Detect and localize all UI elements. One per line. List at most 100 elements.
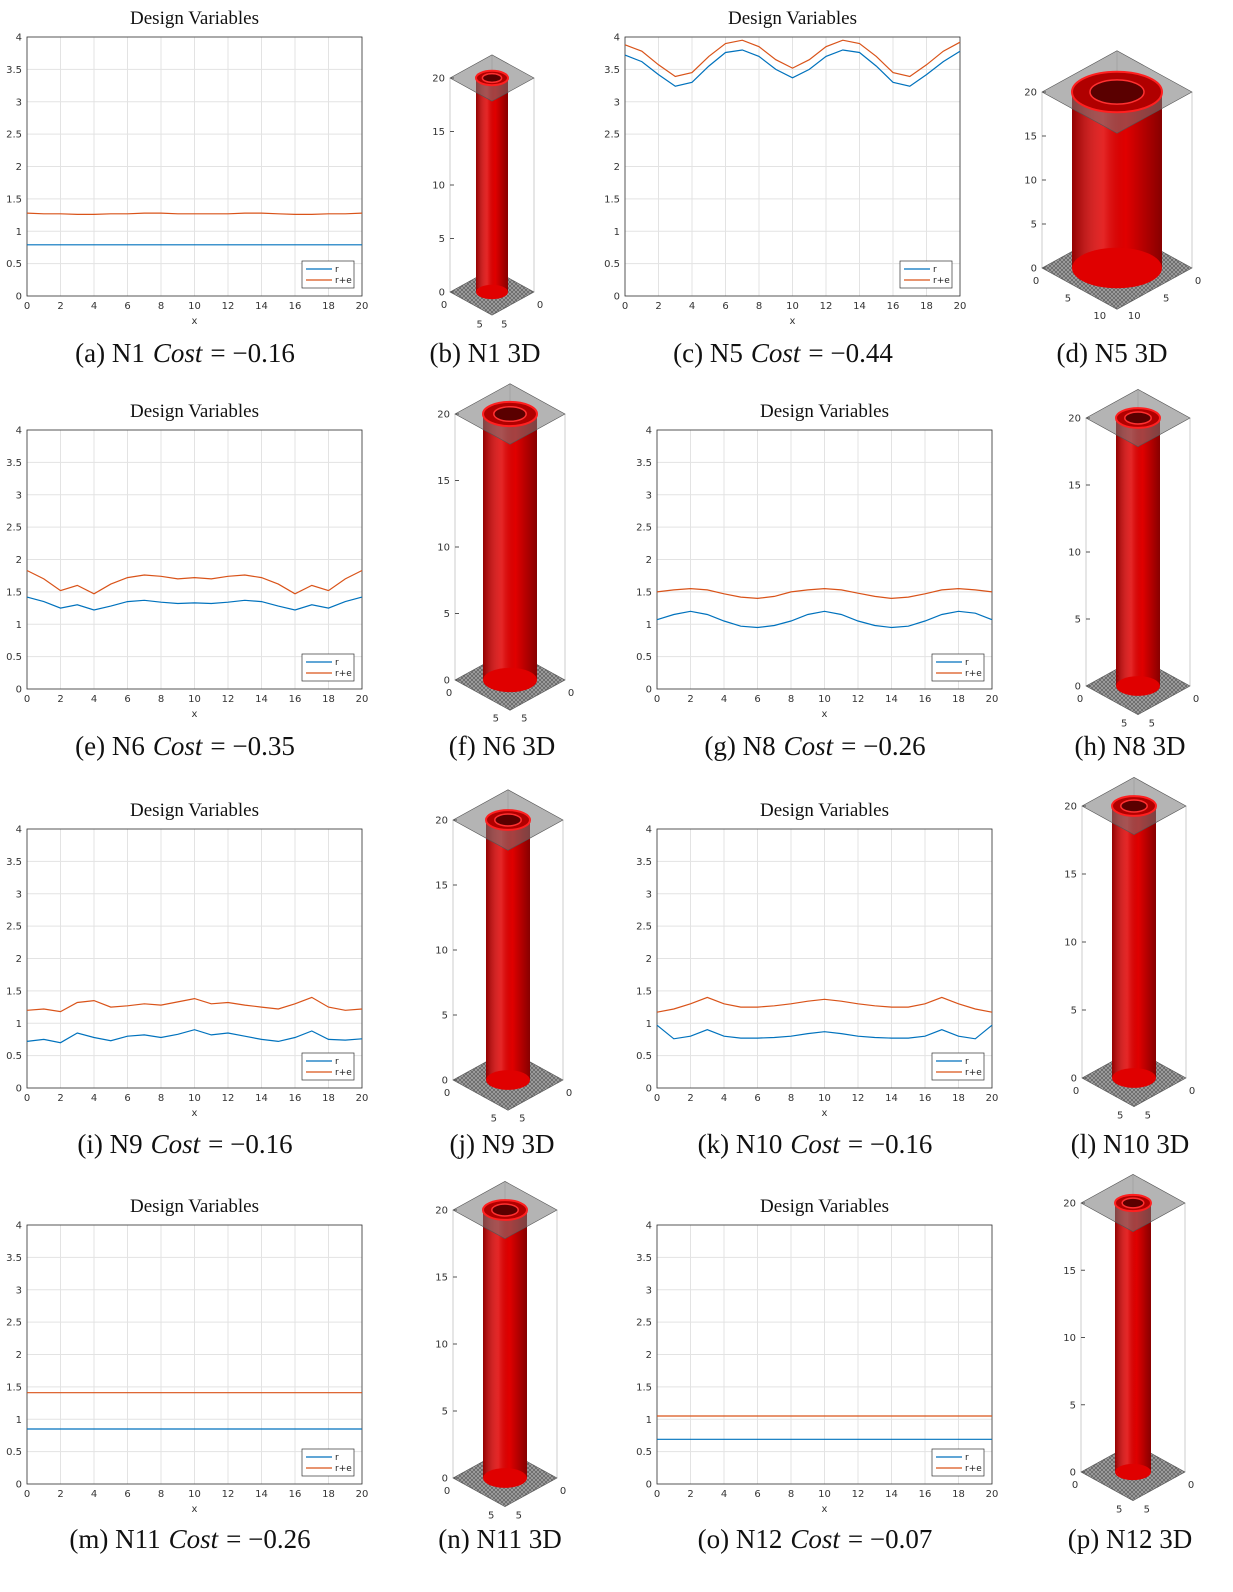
chart-title: Design Variables <box>130 8 259 29</box>
y-tick-label: 0.5 <box>636 1051 652 1062</box>
z-tick-label: 0 <box>442 1076 448 1087</box>
y-tick-label: 1 <box>646 1415 652 1426</box>
column-shade <box>1116 418 1160 686</box>
column-bottom <box>1112 1068 1156 1088</box>
y-tick-label: 2.5 <box>636 1318 652 1329</box>
x-tick-label: 20 <box>356 1093 369 1104</box>
base-tick-label: 5 <box>1145 1110 1151 1121</box>
caption: (j) N9 3D <box>450 1129 555 1159</box>
base-tick-label: 0 <box>1195 276 1201 287</box>
caption-label: (a) N1 <box>75 338 145 368</box>
y-tick-label: 0.5 <box>6 1447 22 1458</box>
x-tick-label: 2 <box>57 301 63 312</box>
caption: (d) N5 3D <box>1057 338 1168 368</box>
base-tick-label: 0 <box>441 300 447 311</box>
base-tick-label: 0 <box>1189 1086 1195 1097</box>
x-axis-label: x <box>192 1108 198 1119</box>
base-tick-label: 0 <box>566 1088 572 1099</box>
z-tick-label: 0 <box>1070 1468 1076 1479</box>
y-tick-label: 4 <box>16 33 22 44</box>
x-tick-label: 8 <box>158 301 164 312</box>
z-tick-label: 5 <box>1071 1006 1077 1017</box>
legend-label: r+e <box>933 276 950 286</box>
column-bottom <box>1072 248 1162 289</box>
caption-label: (g) N8 <box>704 731 775 761</box>
caption-variable: Cost <box>153 338 204 368</box>
caption-label: (i) N9 <box>77 1129 142 1159</box>
z-tick-label: 20 <box>1068 414 1081 425</box>
y-tick-label: 0.5 <box>604 259 620 270</box>
z-tick-label: 10 <box>437 543 450 554</box>
y-tick-label: 1.5 <box>6 986 22 997</box>
z-tick-label: 5 <box>444 609 450 620</box>
base-tick-label: 5 <box>521 714 527 725</box>
y-tick-label: 1.5 <box>636 587 652 598</box>
x-axis-label: x <box>822 1108 828 1119</box>
z-tick-label: 5 <box>439 234 445 245</box>
x-tick-label: 12 <box>852 1489 865 1500</box>
caption: (f) N6 3D <box>449 731 555 761</box>
x-tick-label: 20 <box>356 1489 369 1500</box>
z-tick-label: 20 <box>1063 1199 1076 1210</box>
base-tick-label: 5 <box>488 1510 494 1521</box>
x-tick-label: 2 <box>687 694 693 705</box>
column-bore <box>495 814 521 826</box>
column-shade <box>483 1210 527 1478</box>
y-tick-label: 3 <box>646 490 652 501</box>
x-tick-label: 4 <box>91 1489 97 1500</box>
y-tick-label: 4 <box>646 426 652 437</box>
x-axis-label: x <box>790 316 796 327</box>
y-tick-label: 0.5 <box>636 652 652 663</box>
column-bore <box>1122 1198 1144 1208</box>
x-tick-label: 2 <box>57 1489 63 1500</box>
caption: (l) N10 3D <box>1071 1129 1189 1159</box>
z-tick-label: 10 <box>1068 548 1081 559</box>
y-tick-label: 1 <box>16 620 22 631</box>
base-tick-label: 0 <box>444 1486 450 1497</box>
caption-value: = −0.16 <box>848 1129 932 1159</box>
y-tick-label: 0 <box>646 1084 652 1095</box>
z-tick-label: 10 <box>432 181 445 192</box>
x-tick-label: 14 <box>255 1093 268 1104</box>
y-tick-label: 1 <box>646 1019 652 1030</box>
column-shade <box>486 820 530 1080</box>
legend-label: r+e <box>965 669 982 679</box>
column-bore <box>492 1204 518 1216</box>
base-tick-label: 0 <box>1077 694 1083 705</box>
z-tick-label: 15 <box>435 881 448 892</box>
y-tick-label: 2 <box>614 162 620 173</box>
y-tick-label: 1 <box>16 227 22 238</box>
x-axis-label: x <box>822 709 828 720</box>
x-tick-label: 8 <box>158 1489 164 1500</box>
column-bore <box>1090 80 1144 104</box>
base-tick-label: 0 <box>1072 1480 1078 1491</box>
x-tick-label: 18 <box>952 1093 965 1104</box>
y-tick-label: 1.5 <box>604 194 620 205</box>
y-tick-label: 0 <box>16 1480 22 1491</box>
chart-title: Design Variables <box>760 800 889 821</box>
column-bottom <box>486 1070 530 1090</box>
y-tick-label: 0 <box>16 685 22 696</box>
column-bottom <box>476 285 508 299</box>
legend-label: r <box>335 1057 339 1067</box>
y-tick-label: 3 <box>16 490 22 501</box>
y-tick-label: 2 <box>16 1350 22 1361</box>
x-tick-label: 10 <box>818 1093 831 1104</box>
x-tick-label: 18 <box>322 301 335 312</box>
x-tick-label: 16 <box>289 1093 302 1104</box>
base-tick-label: 0 <box>560 1486 566 1497</box>
y-tick-label: 3 <box>646 889 652 900</box>
z-tick-label: 0 <box>1075 682 1081 693</box>
legend-label: r <box>335 658 339 668</box>
x-tick-label: 6 <box>124 301 130 312</box>
y-tick-label: 3 <box>646 1285 652 1296</box>
x-tick-label: 4 <box>91 1093 97 1104</box>
z-tick-label: 20 <box>1024 88 1037 99</box>
x-tick-label: 12 <box>222 1489 235 1500</box>
base-tick-label: 5 <box>1065 294 1071 305</box>
legend-label: r <box>965 1057 969 1067</box>
y-tick-label: 4 <box>614 33 620 44</box>
x-tick-label: 4 <box>721 1489 727 1500</box>
